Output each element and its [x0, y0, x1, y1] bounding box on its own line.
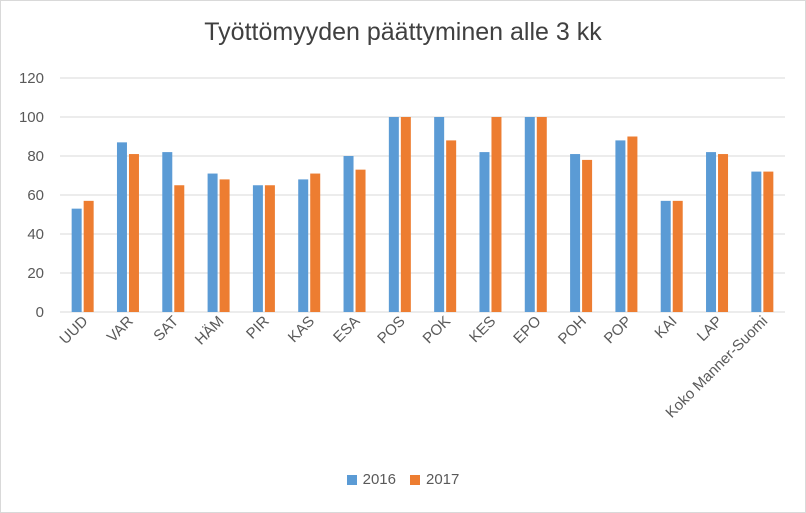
legend-label: 2017 — [426, 471, 460, 488]
bar-2017 — [672, 200, 683, 312]
bar-2017 — [83, 200, 94, 312]
x-tick-label: VAR — [104, 313, 137, 346]
bar-2017 — [627, 136, 638, 312]
chart-title: Työttömyyden päättyminen alle 3 kk — [204, 18, 602, 46]
legend-swatch — [410, 474, 420, 485]
x-tick-label: ESA — [330, 313, 363, 346]
x-tick-label: POP — [601, 313, 635, 347]
x-tick-label: SAT — [150, 313, 182, 345]
bar-2016 — [615, 140, 626, 312]
bar-2017 — [219, 179, 230, 312]
x-tick-label: HÄM — [192, 313, 228, 349]
y-tick-label: 20 — [27, 265, 44, 282]
x-tick-label: POS — [374, 313, 408, 347]
legend-label: 2016 — [362, 471, 396, 488]
x-tick-label: EPO — [510, 313, 544, 347]
bar-2016 — [116, 142, 127, 312]
bar-2016 — [524, 117, 535, 312]
bar-2016 — [162, 152, 173, 312]
bar-2016 — [706, 152, 717, 312]
bar-2016 — [298, 179, 309, 312]
legend-swatch — [346, 474, 357, 485]
legend: 2016 2017 — [0, 471, 806, 488]
bar-2016 — [751, 171, 762, 312]
x-tick-label: UUD — [56, 313, 91, 348]
y-tick-label: 60 — [27, 187, 44, 204]
x-tick-label: LAP — [694, 313, 726, 345]
y-tick-label: 80 — [27, 148, 44, 165]
bar-2016 — [388, 117, 399, 312]
bar-2017 — [400, 117, 411, 312]
legend-item: 2017 — [410, 471, 459, 488]
bar-2017 — [355, 169, 366, 312]
x-tick-label: KAI — [651, 313, 680, 342]
x-tick-label: KAS — [285, 313, 318, 346]
bar-2016 — [434, 117, 445, 312]
y-tick-label: 100 — [19, 109, 44, 126]
bar-2016 — [207, 173, 218, 312]
bar-2016 — [660, 200, 671, 312]
y-tick-label: 120 — [19, 70, 44, 87]
bar-2017 — [264, 185, 275, 312]
y-tick-label: 0 — [36, 304, 44, 321]
bar-2016 — [570, 154, 581, 312]
x-tick-label: KES — [466, 313, 499, 346]
bar-2016 — [343, 156, 354, 312]
x-tick-label: POK — [420, 313, 454, 347]
bar-2017 — [763, 171, 774, 312]
x-tick-label: POH — [555, 313, 590, 348]
bar-2017 — [718, 154, 729, 312]
bar-2017 — [446, 140, 457, 312]
bar-2017 — [582, 159, 593, 312]
bar-2017 — [310, 173, 321, 312]
bar-2017 — [128, 154, 139, 312]
bar-2016 — [71, 208, 82, 312]
bar-2017 — [491, 117, 502, 312]
y-tick-label: 40 — [27, 226, 44, 243]
bar-2017 — [174, 185, 185, 312]
bar-2017 — [536, 117, 547, 312]
bar-2016 — [479, 152, 490, 312]
legend-item: 2016 — [346, 471, 396, 488]
bar-2016 — [252, 185, 263, 312]
x-tick-label: PIR — [243, 313, 273, 343]
